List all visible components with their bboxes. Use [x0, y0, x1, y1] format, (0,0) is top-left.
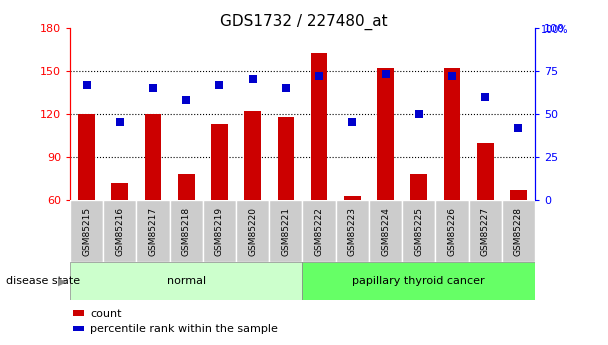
Text: GSM85227: GSM85227 — [481, 207, 489, 256]
Bar — [377, 68, 394, 200]
Bar — [311, 53, 327, 200]
Text: 100%: 100% — [541, 25, 568, 35]
Bar — [73, 310, 84, 316]
Point — [81, 82, 91, 87]
Point — [148, 85, 158, 91]
Point — [347, 120, 357, 125]
Point — [215, 82, 224, 87]
Bar — [502, 200, 535, 262]
Text: GSM85224: GSM85224 — [381, 207, 390, 256]
Text: GSM85228: GSM85228 — [514, 207, 523, 256]
Text: GSM85222: GSM85222 — [314, 207, 323, 256]
Bar — [444, 68, 460, 200]
Text: papillary thyroid cancer: papillary thyroid cancer — [353, 276, 485, 286]
Bar — [302, 262, 535, 300]
Bar — [170, 200, 203, 262]
Text: GSM85220: GSM85220 — [248, 207, 257, 256]
Bar — [73, 326, 84, 331]
Bar — [469, 200, 502, 262]
Bar — [211, 124, 228, 200]
Text: GSM85217: GSM85217 — [148, 207, 157, 256]
Point — [514, 125, 523, 130]
Text: GDS1732 / 227480_at: GDS1732 / 227480_at — [220, 14, 388, 30]
Bar — [435, 200, 469, 262]
Bar — [236, 200, 269, 262]
Bar — [244, 111, 261, 200]
Bar — [70, 262, 302, 300]
Point — [480, 94, 490, 99]
Bar — [302, 200, 336, 262]
Text: GSM85218: GSM85218 — [182, 207, 191, 256]
Bar — [336, 200, 369, 262]
Point — [447, 73, 457, 79]
Text: normal: normal — [167, 276, 206, 286]
Point — [181, 97, 191, 103]
Point — [281, 85, 291, 91]
Bar — [369, 200, 402, 262]
Text: GSM85223: GSM85223 — [348, 207, 357, 256]
Text: GSM85226: GSM85226 — [447, 207, 457, 256]
Text: ▶: ▶ — [58, 276, 66, 286]
Bar — [410, 174, 427, 200]
Text: GSM85216: GSM85216 — [116, 207, 124, 256]
Text: percentile rank within the sample: percentile rank within the sample — [90, 325, 278, 334]
Bar — [70, 200, 103, 262]
Text: disease state: disease state — [6, 276, 80, 286]
Text: GSM85225: GSM85225 — [414, 207, 423, 256]
Point — [115, 120, 125, 125]
Text: GSM85215: GSM85215 — [82, 207, 91, 256]
Text: count: count — [90, 309, 122, 319]
Point — [248, 77, 258, 82]
Bar — [477, 142, 494, 200]
Bar — [203, 200, 236, 262]
Bar — [510, 190, 527, 200]
Bar — [111, 183, 128, 200]
Bar — [269, 200, 302, 262]
Point — [381, 71, 390, 77]
Bar — [344, 196, 361, 200]
Bar — [178, 174, 195, 200]
Bar — [145, 114, 161, 200]
Bar — [278, 117, 294, 200]
Bar — [78, 114, 95, 200]
Point — [414, 111, 424, 117]
Bar — [103, 200, 136, 262]
Bar — [402, 200, 435, 262]
Point — [314, 73, 324, 79]
Text: GSM85219: GSM85219 — [215, 207, 224, 256]
Text: GSM85221: GSM85221 — [282, 207, 291, 256]
Bar — [136, 200, 170, 262]
